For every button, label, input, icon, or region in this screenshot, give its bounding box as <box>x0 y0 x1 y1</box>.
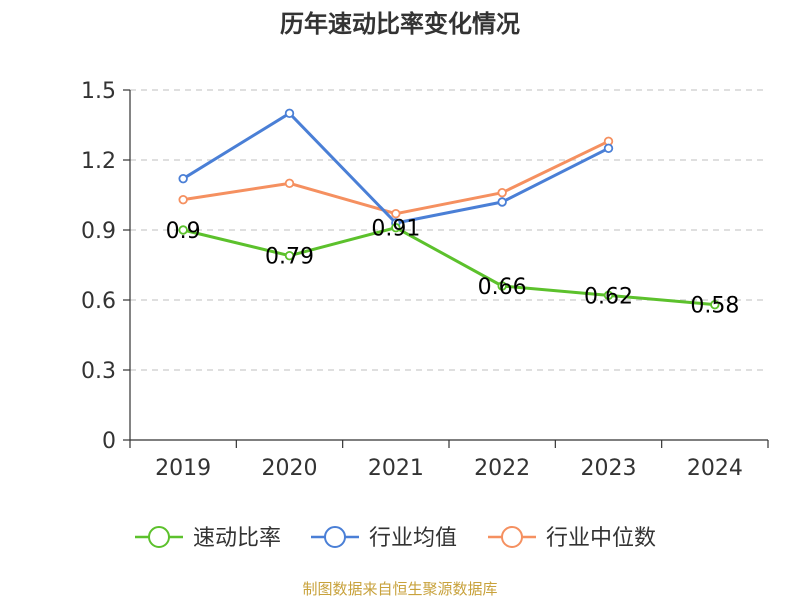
data-point <box>497 187 507 198</box>
y-tick-label: 0.3 <box>81 359 116 384</box>
data-point <box>284 108 295 119</box>
data-point <box>178 173 188 184</box>
legend-marker <box>324 526 346 548</box>
data-label: 0.62 <box>584 284 633 309</box>
legend-item-2[interactable]: 行业均值 <box>311 526 457 551</box>
x-tick-label: 2022 <box>474 456 530 481</box>
data-point <box>284 178 295 189</box>
data-point <box>391 208 401 219</box>
data-point <box>178 194 188 205</box>
data-point <box>710 299 720 310</box>
legend[interactable]: 速动比率 行业均值 行业中位数 <box>135 526 656 551</box>
data-point <box>178 225 188 235</box>
y-tick-label: 1.5 <box>81 79 116 104</box>
x-tick-label: 2024 <box>687 456 743 481</box>
data-label: 0.91 <box>371 217 420 242</box>
x-tick-label: 2020 <box>262 456 318 481</box>
series-line-3 <box>182 139 610 216</box>
axes: 0 0.3 0.6 0.9 1.2 1.5 2019 2020 2021 2022 2023 2024 <box>81 79 769 481</box>
legend-label: 行业均值 <box>369 526 457 551</box>
source-note: 制图数据来自恒生聚源数据库 <box>302 580 497 598</box>
x-tick-label: 2023 <box>581 456 637 481</box>
data-point <box>497 281 507 291</box>
grid <box>130 89 768 371</box>
series-line-1 <box>182 226 715 307</box>
legend-label: 行业中位数 <box>546 526 656 551</box>
y-tick-label: 0 <box>102 429 116 454</box>
data-point <box>284 250 295 261</box>
data-label: 0.9 <box>166 219 201 244</box>
legend-item-3[interactable]: 行业中位数 <box>488 526 656 551</box>
data-labels: 0.9 0.79 0.91 0.66 0.62 0.58 <box>166 217 740 319</box>
y-tick-label: 0.6 <box>81 289 116 314</box>
legend-label: 速动比率 <box>193 526 281 551</box>
y-tick-label: 1.2 <box>81 149 116 174</box>
data-label: 0.58 <box>690 294 739 319</box>
data-label: 0.66 <box>478 275 527 300</box>
data-point <box>391 222 401 233</box>
chart-title: 历年速动比率变化情况 <box>280 10 520 38</box>
x-tick-label: 2019 <box>155 456 211 481</box>
data-label: 0.79 <box>265 245 314 270</box>
series-lines <box>178 108 720 310</box>
series-line-2 <box>182 111 610 225</box>
legend-item-1[interactable]: 速动比率 <box>135 526 281 551</box>
legend-marker <box>501 526 523 548</box>
data-point <box>497 197 507 207</box>
x-tick-label: 2021 <box>368 456 424 481</box>
y-tick-label: 0.9 <box>81 219 116 244</box>
data-point <box>603 290 614 301</box>
data-point <box>603 143 614 154</box>
legend-marker <box>148 526 170 548</box>
